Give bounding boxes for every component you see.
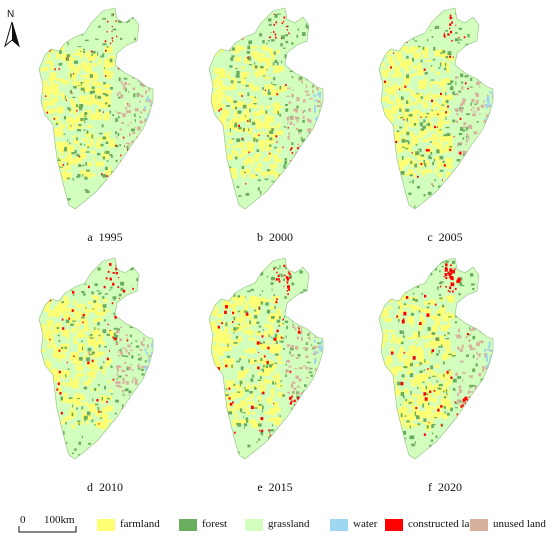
- scale-zero-label: 0: [20, 514, 26, 526]
- land-use-cover: [209, 258, 323, 459]
- legend-label: constructed land: [408, 518, 481, 530]
- land-use-cover: [39, 258, 153, 459]
- land-use-cover: [209, 8, 323, 209]
- scale-bar: [18, 526, 77, 533]
- region-boundary: [38, 7, 154, 210]
- region-boundary: [208, 7, 324, 210]
- legend-swatch: [470, 519, 488, 531]
- north-label: N: [7, 9, 15, 20]
- panel-caption: c 2005: [427, 230, 463, 244]
- map-panel-2010: d 2010: [25, 255, 185, 495]
- legend-swatch: [330, 519, 348, 531]
- panel-caption: b 2000: [257, 230, 293, 244]
- north-arrow-icon: [4, 22, 20, 48]
- region-map-2015: [208, 257, 324, 460]
- scale-end-label: 100km: [44, 514, 75, 526]
- panel-caption: f 2020: [428, 480, 462, 494]
- region-boundary: [38, 257, 154, 460]
- map-panel-2015: e 2015: [195, 255, 355, 495]
- map-grid: N a 1995 b 2000 c 2005 d 2010 e 2015 f 2…: [4, 5, 525, 495]
- region-map-2020: [378, 257, 494, 460]
- legend-swatch: [179, 519, 197, 531]
- legend-label: water: [353, 518, 378, 530]
- map-panel-2020: f 2020: [365, 255, 525, 495]
- legend-label: unused land: [493, 518, 546, 530]
- legend-swatch: [245, 519, 263, 531]
- region-map-2005: [378, 7, 494, 210]
- region-boundary: [378, 257, 494, 460]
- legend: 0 100km farmland forest grassland water …: [0, 508, 550, 536]
- legend-label: grassland: [268, 518, 310, 530]
- region-map-2000: [208, 7, 324, 210]
- panel-caption: d 2010: [87, 480, 123, 494]
- legend-label: forest: [202, 518, 228, 530]
- land-use-cover: [379, 258, 493, 459]
- land-use-cover: [39, 8, 153, 209]
- map-panel-1995: a 1995: [25, 5, 185, 245]
- region-map-2010: [38, 257, 154, 460]
- map-panel-2000: b 2000: [195, 5, 355, 245]
- legend-swatch: [97, 519, 115, 531]
- panel-caption: a 1995: [87, 230, 123, 244]
- region-map-1995: [38, 7, 154, 210]
- legend-swatch: [385, 519, 403, 531]
- region-boundary: [378, 7, 494, 210]
- legend-label: farmland: [120, 518, 160, 530]
- region-boundary: [208, 257, 324, 460]
- land-use-cover: [379, 8, 493, 209]
- panel-caption: e 2015: [257, 480, 293, 494]
- map-panel-2005: c 2005: [365, 5, 525, 245]
